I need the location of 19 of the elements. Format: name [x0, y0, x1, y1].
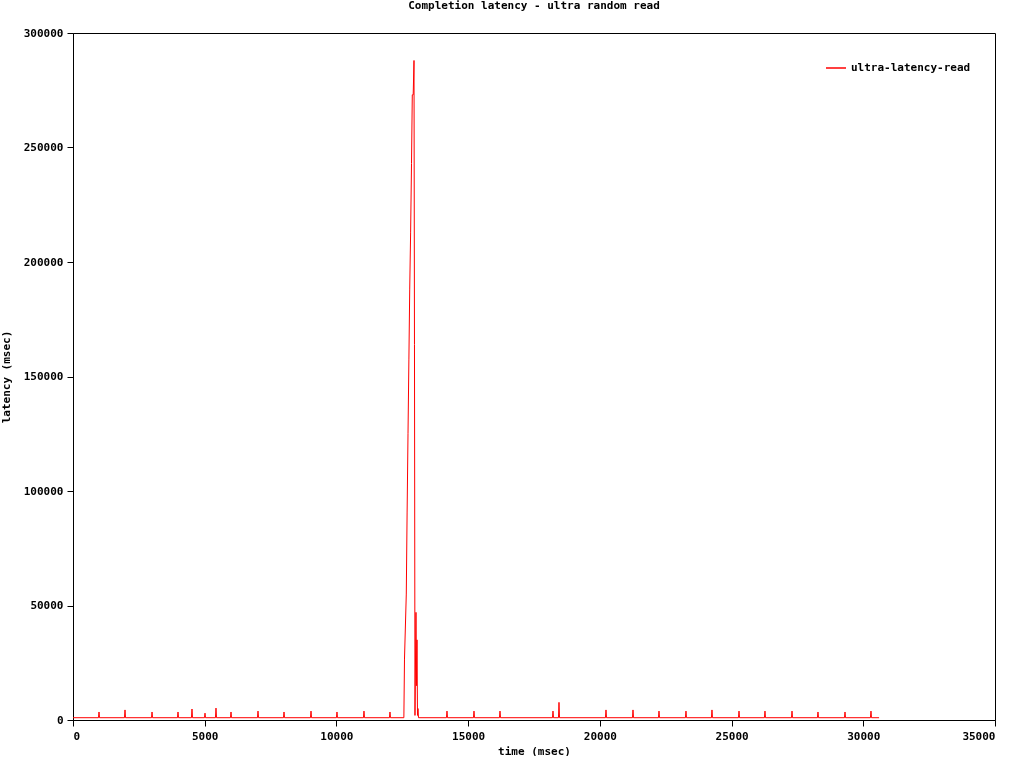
x-tick-label: 5000: [191, 729, 219, 743]
x-tick-label: 15000: [452, 729, 486, 743]
x-axis-title: time (msec): [498, 744, 571, 758]
x-tick-label: 20000: [583, 729, 617, 743]
y-tick-label: 200000: [23, 255, 64, 269]
x-tick-label: 25000: [715, 729, 749, 743]
y-tick-label: 300000: [23, 26, 64, 40]
y-tick-label: 250000: [23, 141, 64, 154]
x-tick-label: 30000: [847, 729, 881, 743]
y-tick-label: 150000: [23, 370, 64, 383]
y-tick-label: 0: [56, 713, 64, 727]
x-tick-label: 35000: [962, 729, 996, 743]
y-axis-title: latency (msec): [0, 330, 13, 424]
x-tick-label: 0: [73, 729, 81, 743]
chart-title: Completion latency - ultra random read: [408, 0, 660, 12]
y-tick-label: 100000: [23, 484, 64, 498]
legend-label: ultra-latency-read: [851, 61, 971, 74]
x-tick-label: 10000: [320, 729, 354, 743]
y-tick-label: 50000: [30, 599, 64, 612]
